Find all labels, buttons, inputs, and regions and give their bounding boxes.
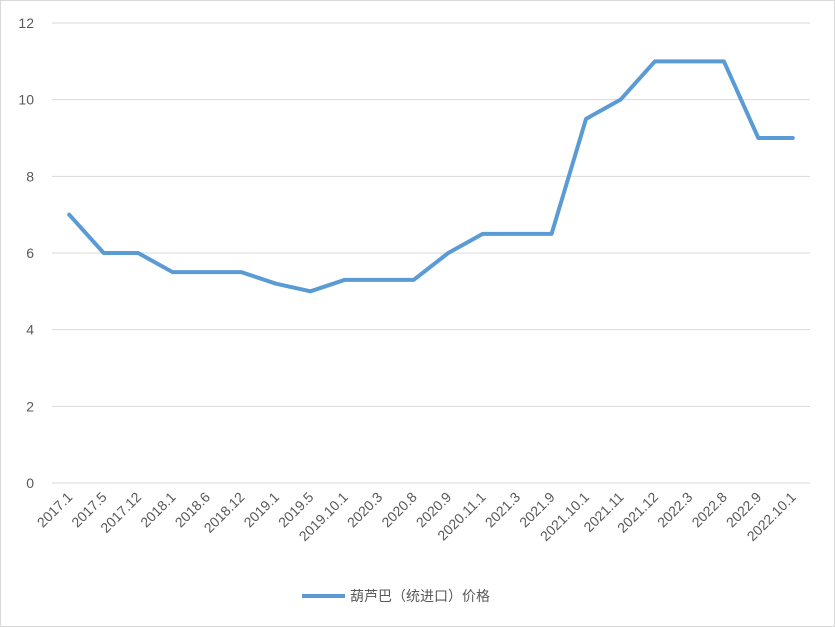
y-tick-label: 10 [18, 92, 34, 108]
y-tick-label: 6 [26, 245, 34, 261]
y-tick-label: 2 [26, 398, 34, 414]
series-line [67, 59, 795, 294]
y-tick-label: 8 [26, 168, 34, 184]
y-tick-label: 4 [26, 322, 34, 338]
legend-label: 葫芦巴（统进口）价格 [350, 588, 490, 604]
y-tick-label: 12 [18, 15, 34, 31]
y-tick-label: 0 [26, 475, 34, 491]
